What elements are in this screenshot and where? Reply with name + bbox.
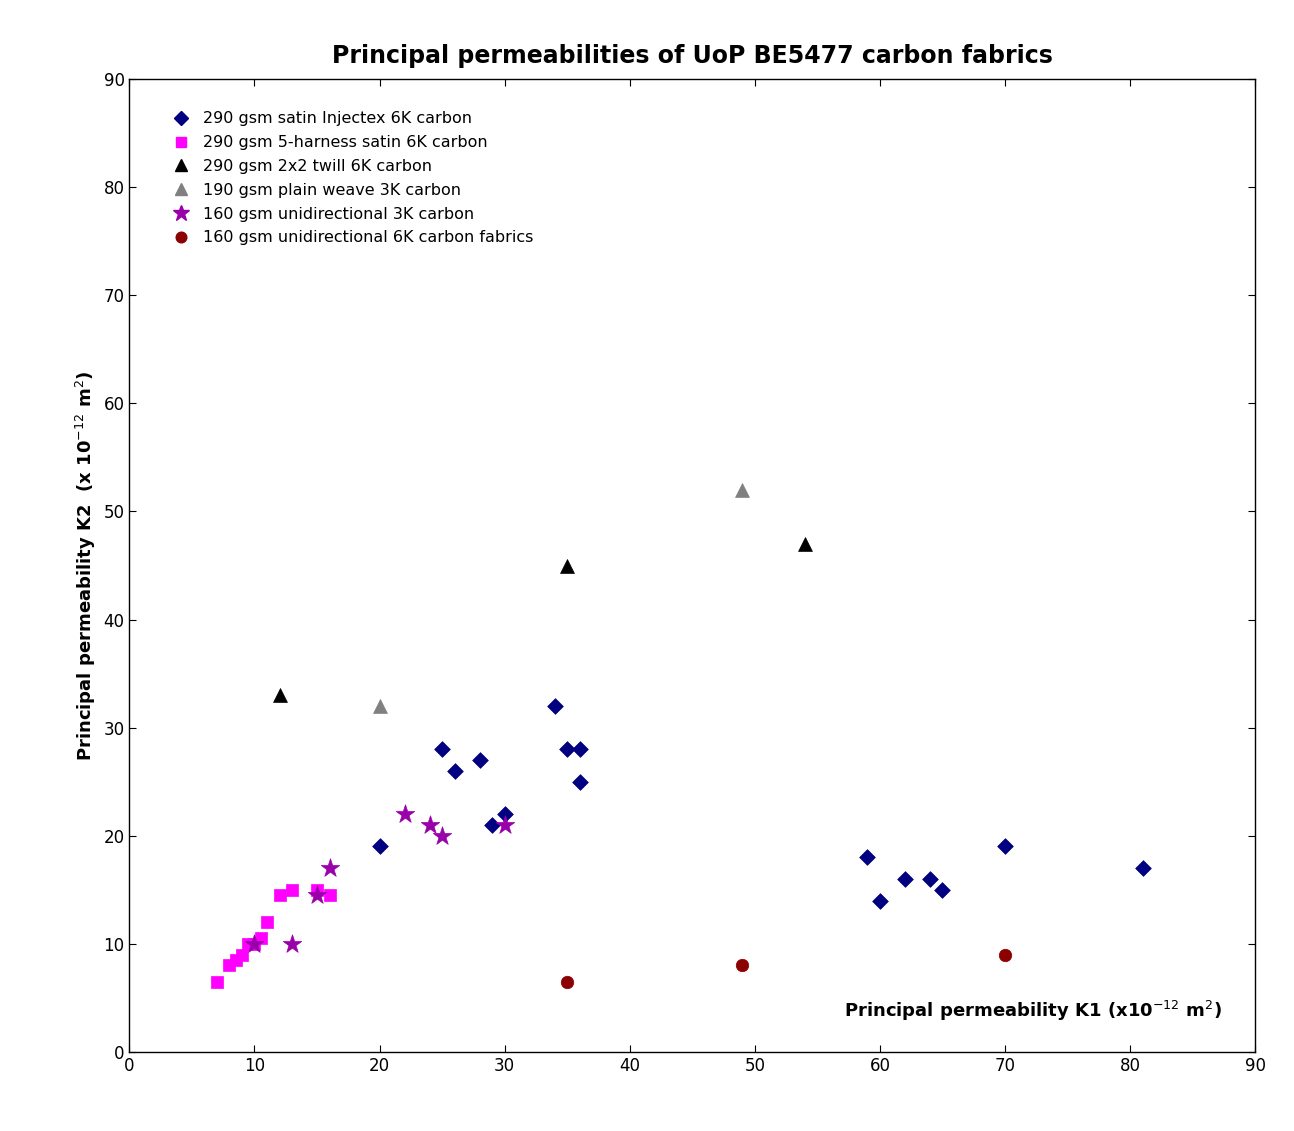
Title: Principal permeabilities of UoP BE5477 carbon fabrics: Principal permeabilities of UoP BE5477 c… — [331, 43, 1053, 68]
Point — [556, 740, 577, 758]
Text: Principal permeability K1 (x10$^{-12}$ m$^2$): Principal permeability K1 (x10$^{-12}$ m… — [844, 999, 1222, 1022]
Point — [732, 481, 753, 499]
Point — [250, 930, 272, 948]
Point — [245, 934, 265, 952]
Point — [470, 751, 490, 769]
Point — [556, 556, 577, 575]
Point — [219, 957, 239, 975]
Y-axis label: Principal permeability K2  (x 10$^{-12}$ m$^2$): Principal permeability K2 (x 10$^{-12}$ … — [74, 370, 98, 761]
Point — [269, 886, 290, 904]
Point — [932, 881, 952, 899]
Point — [269, 687, 290, 705]
Point — [256, 913, 277, 931]
Point — [307, 881, 327, 899]
Point — [569, 772, 590, 791]
Point — [569, 740, 590, 758]
Point — [995, 946, 1016, 964]
Point — [545, 697, 565, 715]
Point — [419, 815, 440, 834]
Point — [369, 697, 389, 715]
Point — [282, 881, 303, 899]
Point — [920, 870, 941, 888]
Point — [369, 837, 389, 855]
Point — [232, 946, 252, 964]
Point — [225, 951, 246, 969]
Point — [494, 805, 515, 823]
Point — [481, 815, 502, 834]
Point — [795, 535, 815, 553]
Point — [238, 934, 259, 952]
Point — [432, 740, 453, 758]
Point — [894, 870, 915, 888]
Point — [556, 973, 577, 991]
Point — [245, 934, 265, 952]
Point — [282, 934, 303, 952]
Point — [307, 886, 327, 904]
Point — [870, 891, 890, 909]
Point — [995, 837, 1016, 855]
Point — [207, 973, 228, 991]
Point — [494, 815, 515, 834]
Point — [444, 762, 465, 780]
Point — [857, 848, 877, 866]
Point — [320, 860, 340, 878]
Point — [732, 957, 753, 975]
Point — [1132, 860, 1153, 878]
Point — [432, 827, 453, 845]
Point — [320, 886, 340, 904]
Legend: 290 gsm satin Injectex 6K carbon, 290 gsm 5-harness satin 6K carbon, 290 gsm 2x2: 290 gsm satin Injectex 6K carbon, 290 gs… — [160, 106, 538, 250]
Point — [395, 805, 415, 823]
